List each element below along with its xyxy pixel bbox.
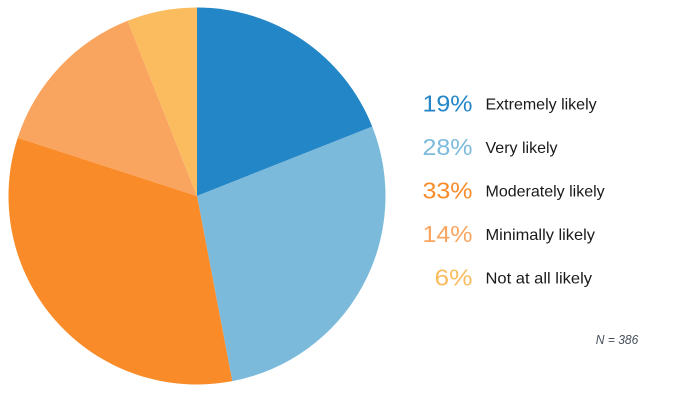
svg-text:19%: 19% (423, 91, 473, 117)
svg-text:Very likely: Very likely (486, 140, 558, 157)
svg-text:Moderately likely: Moderately likely (486, 184, 605, 201)
svg-text:33%: 33% (423, 178, 473, 204)
svg-text:28%: 28% (423, 134, 473, 160)
svg-text:6%: 6% (435, 265, 473, 291)
svg-text:Not at all likely: Not at all likely (486, 270, 593, 287)
svg-text:Extremely likely: Extremely likely (486, 97, 597, 114)
svg-text:N = 386: N = 386 (596, 332, 639, 347)
svg-text:Minimally likely: Minimally likely (486, 227, 596, 244)
svg-text:14%: 14% (423, 221, 473, 247)
